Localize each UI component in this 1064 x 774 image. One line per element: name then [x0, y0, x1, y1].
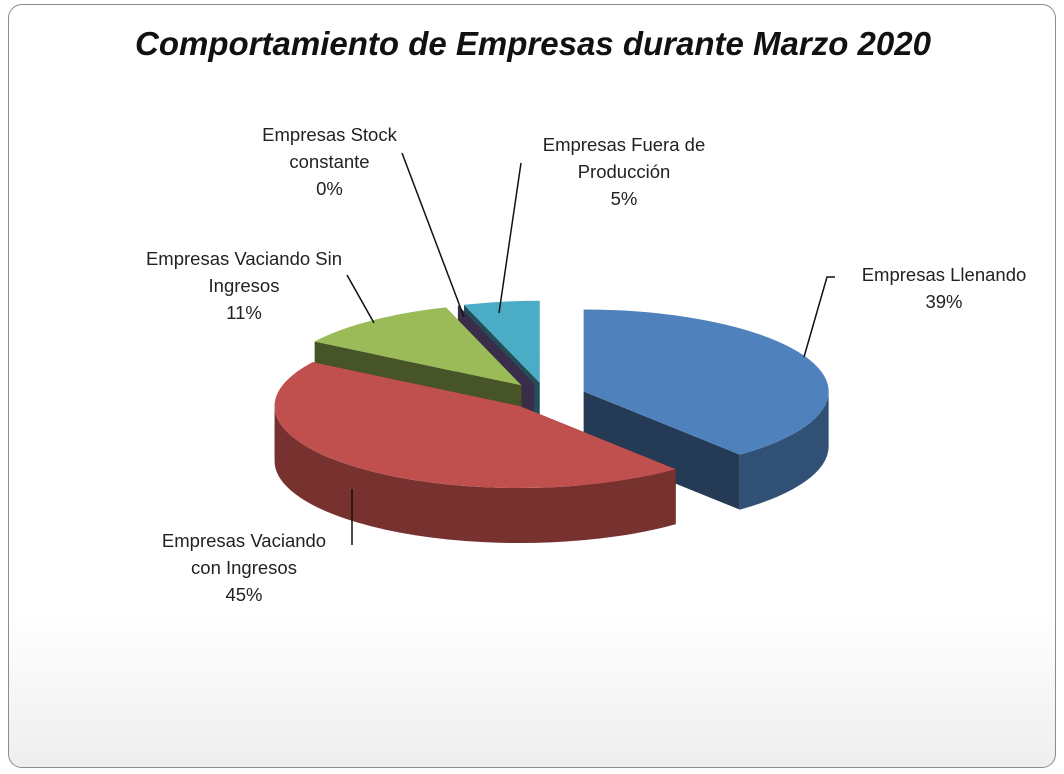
slice-wall	[274, 406, 676, 544]
leader-line	[401, 152, 465, 318]
data-label: Empresas Llenando 39%	[834, 261, 1054, 315]
category-label: Empresas Vaciando Sin Ingresos	[145, 248, 343, 296]
value-label: 0%	[316, 178, 343, 199]
chart-frame: Comportamiento de Empresas durante Marzo…	[8, 4, 1056, 768]
value-label: 11%	[226, 302, 262, 323]
data-label: Empresas Vaciando con Ingresos 45%	[149, 527, 339, 608]
value-label: 39%	[925, 291, 963, 312]
slice-side	[583, 391, 740, 510]
category-label: Empresas Fuera de Producción	[542, 134, 706, 182]
slice-wall	[739, 391, 829, 510]
slice-top	[274, 362, 676, 489]
slice-top	[464, 300, 540, 383]
slice-top	[314, 307, 522, 386]
slice	[583, 309, 829, 510]
data-label: Empresas Stock constante 0%	[237, 121, 422, 202]
chart-title: Comportamiento de Empresas durante Marzo…	[135, 25, 931, 62]
value-label: 45%	[225, 584, 263, 605]
category-label: Empresas Llenando	[861, 264, 1027, 285]
pie-chart	[274, 152, 835, 545]
data-label: Empresas Fuera de Producción 5%	[524, 131, 724, 212]
value-label: 5%	[610, 188, 638, 209]
leader-line	[498, 162, 522, 314]
data-label: Empresas Vaciando Sin Ingresos 11%	[144, 245, 344, 326]
leader-line	[803, 276, 835, 358]
slice	[274, 362, 676, 544]
leader-line	[346, 274, 375, 324]
category-label: Empresas Vaciando con Ingresos	[161, 530, 327, 578]
category-label: Empresas Stock constante	[262, 124, 397, 172]
slice-top	[583, 309, 829, 455]
